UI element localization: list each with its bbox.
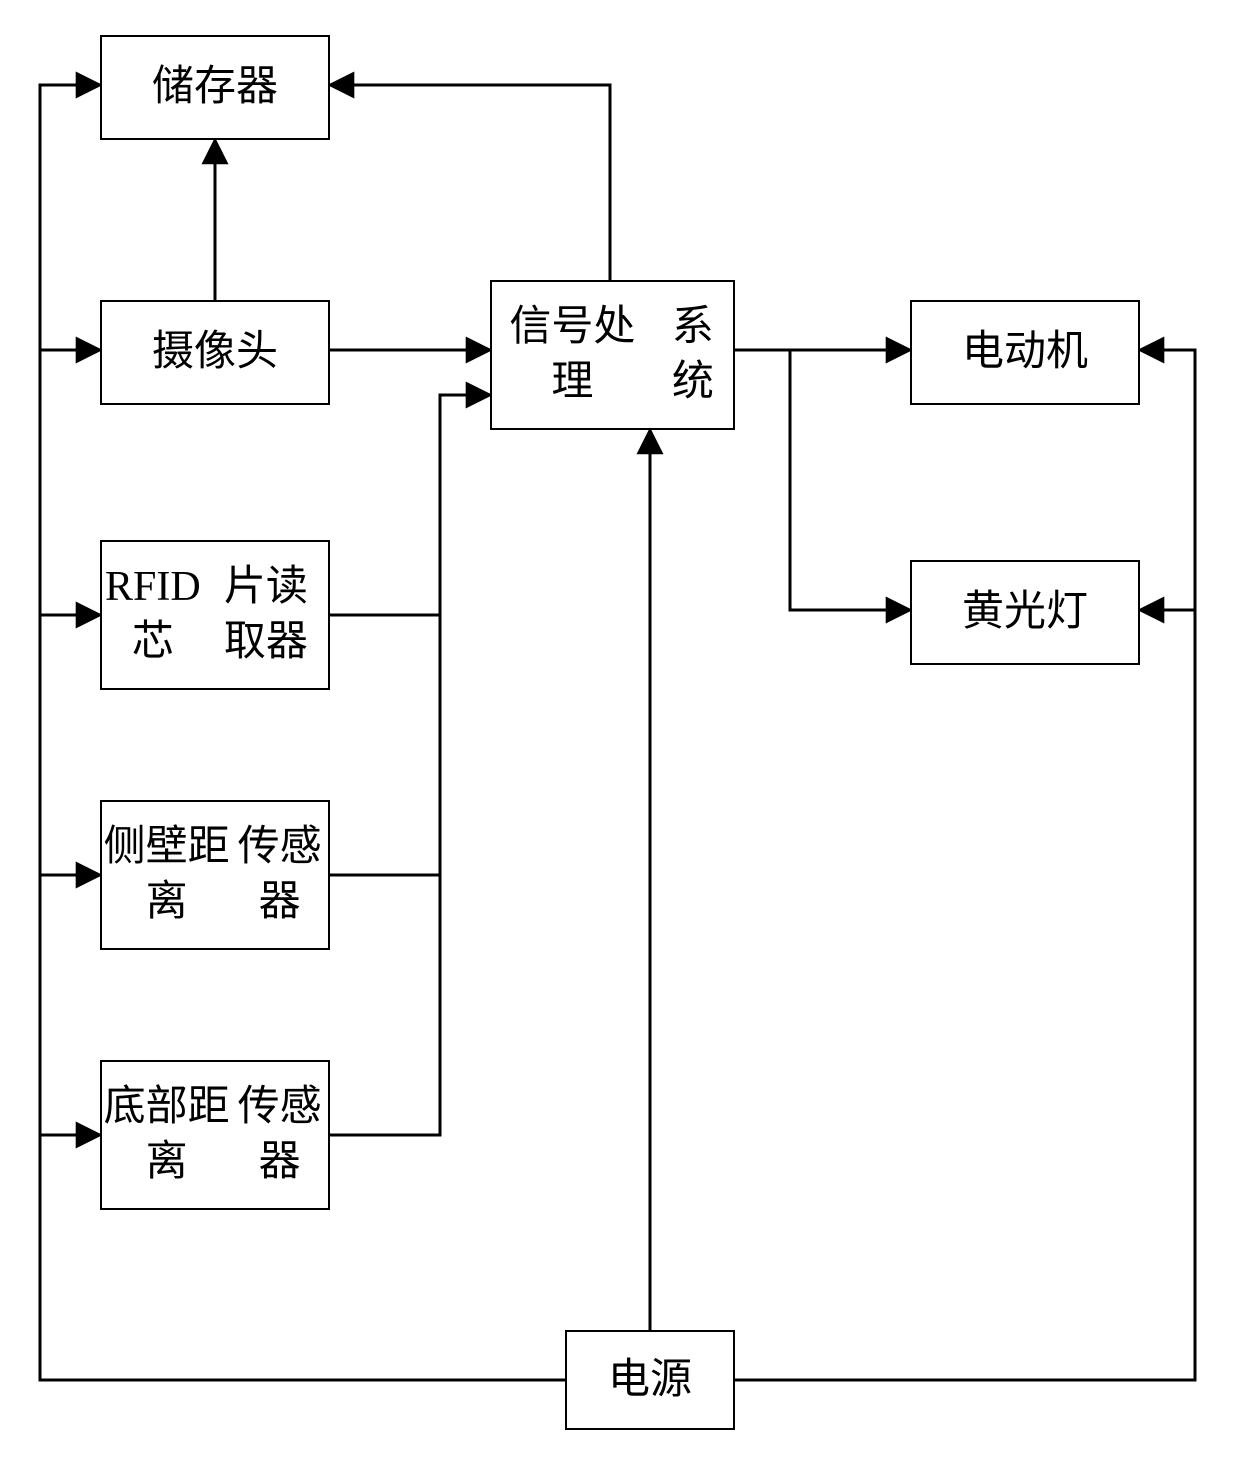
node-bottom: 底部距离传感器 [100,1060,330,1210]
edge-side-to-proc [330,430,440,875]
edge-proc-to-light [790,350,910,610]
edge-power-right-bus [735,350,1195,1380]
diagram-canvas: 储存器摄像头 RFID芯片读取器侧壁距离传感器底部距离传感器 信号处理系统 电动机黄光… [0,0,1240,1481]
node-side: 侧壁距离传感器 [100,800,330,950]
edge-bottom-to-proc [330,430,440,1135]
edge-proc-to-storage [330,85,610,280]
edges-layer [0,0,1240,1481]
node-power: 电源 [565,1330,735,1430]
edge-rfid-to-proc [330,430,440,615]
node-storage: 储存器 [100,35,330,140]
edge-bus-into-proc [440,395,490,615]
node-proc: 信号处理系统 [490,280,735,430]
node-motor: 电动机 [910,300,1140,405]
node-light: 黄光灯 [910,560,1140,665]
node-camera: 摄像头 [100,300,330,405]
node-rfid: RFID芯片读取器 [100,540,330,690]
